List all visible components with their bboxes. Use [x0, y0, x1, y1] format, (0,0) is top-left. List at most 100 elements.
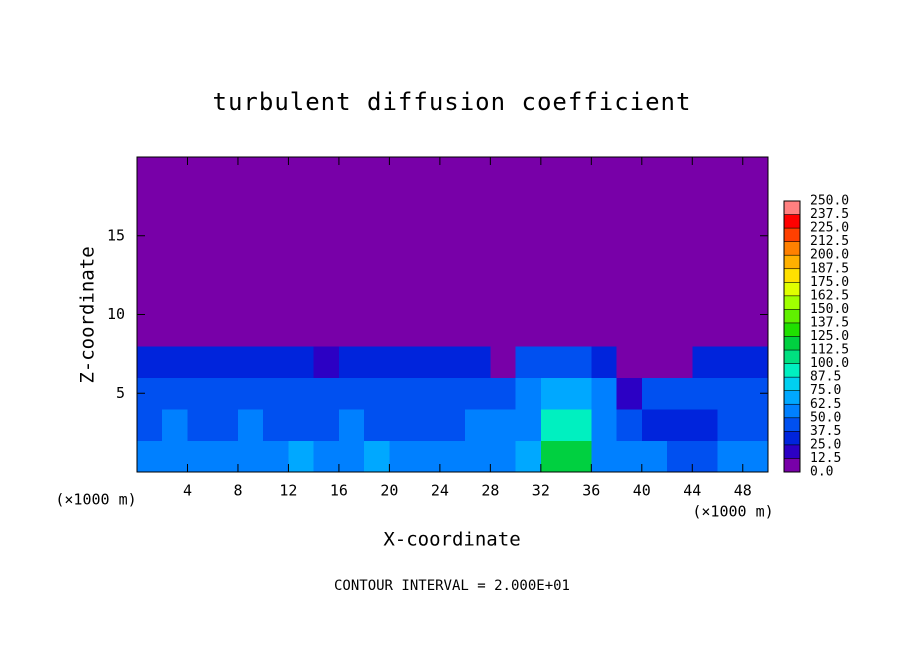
- field-cell: [414, 409, 441, 441]
- field-cell: [540, 283, 567, 315]
- field-cell: [389, 283, 416, 315]
- field-cell: [313, 377, 340, 410]
- field-cell: [288, 440, 315, 473]
- field-cell: [490, 157, 517, 189]
- field-cell: [591, 251, 618, 284]
- field-cell: [465, 440, 491, 473]
- field-cell: [717, 409, 744, 441]
- field-cell: [490, 314, 517, 347]
- x-tick-label: 24: [431, 482, 449, 500]
- colorbar-swatch: [784, 390, 800, 405]
- field-cell: [616, 188, 643, 221]
- field-cell: [717, 220, 744, 252]
- field-cell: [212, 283, 239, 315]
- field-cell: [162, 251, 188, 284]
- field-cell: [717, 188, 744, 221]
- field-cell: [212, 314, 239, 347]
- field-cell: [439, 440, 466, 473]
- field-cell: [515, 346, 542, 378]
- colorbar-label: 62.5: [810, 397, 841, 412]
- field-cell: [212, 188, 239, 221]
- field-cell: [414, 377, 441, 410]
- field-cell: [540, 409, 567, 441]
- field-cell: [616, 409, 643, 441]
- field-cell: [237, 283, 264, 315]
- field-cell: [414, 346, 441, 378]
- colorbar-swatch: [784, 282, 800, 296]
- field-cell: [692, 283, 719, 315]
- field-cell: [515, 440, 542, 473]
- colorbar-swatch: [784, 214, 800, 229]
- field-cell: [742, 188, 769, 221]
- field-cell: [137, 251, 163, 284]
- colorbar-swatch: [784, 268, 800, 283]
- field-cell: [237, 157, 264, 189]
- field-cell: [288, 314, 315, 347]
- field-cell: [313, 409, 340, 441]
- field-cell: [187, 251, 214, 284]
- field-cell: [515, 409, 542, 441]
- field-cell: [389, 314, 416, 347]
- y-tick-label: 10: [107, 305, 125, 323]
- field-cell: [439, 157, 466, 189]
- colorbar-label: 212.5: [810, 234, 849, 249]
- colorbar-swatch: [784, 458, 800, 472]
- field-cell: [212, 377, 239, 410]
- colorbar-label: 237.5: [810, 207, 849, 222]
- field-cell: [591, 314, 618, 347]
- field-cell: [641, 251, 668, 284]
- field-cell: [641, 283, 668, 315]
- field-cell: [389, 157, 416, 189]
- field-cell: [465, 188, 491, 221]
- y-axis-label: Z-coordinate: [77, 246, 99, 383]
- field-cell: [237, 188, 264, 221]
- field-cell: [414, 314, 441, 347]
- colorbar-swatch: [784, 322, 800, 337]
- colorbar-swatch: [784, 404, 800, 418]
- field-cell: [439, 314, 466, 347]
- field-cell: [137, 283, 163, 315]
- colorbar-label: 112.5: [810, 343, 849, 358]
- field-cell: [566, 409, 592, 441]
- field-cell: [263, 251, 289, 284]
- field-cell: [389, 220, 416, 252]
- field-cell: [566, 188, 592, 221]
- field-cell: [591, 283, 618, 315]
- field-cell: [540, 188, 567, 221]
- field-cell: [692, 346, 719, 378]
- field-cell: [263, 188, 289, 221]
- field-cell: [187, 220, 214, 252]
- field-cell: [465, 409, 491, 441]
- field-cell: [389, 251, 416, 284]
- field-cell: [515, 314, 542, 347]
- field-cell: [692, 157, 719, 189]
- y-tick-label: 15: [107, 226, 125, 244]
- field-cell: [540, 220, 567, 252]
- field-cell: [439, 346, 466, 378]
- field-cell: [187, 440, 214, 473]
- field-cell: [465, 346, 491, 378]
- colorbar-label: 162.5: [810, 288, 849, 303]
- field-cell: [338, 314, 365, 347]
- field-cell: [414, 283, 441, 315]
- field-cell: [667, 220, 693, 252]
- field-cell: [389, 377, 416, 410]
- field-cell: [364, 377, 390, 410]
- field-cell: [641, 440, 668, 473]
- field-cell: [641, 314, 668, 347]
- field-cell: [540, 314, 567, 347]
- colorbar-swatch: [784, 255, 800, 269]
- y-unit-label: (×1000 m): [55, 491, 136, 509]
- x-tick-label: 28: [481, 482, 499, 500]
- colorbar-label: 37.5: [810, 424, 841, 439]
- field-cell: [288, 157, 315, 189]
- colorbar-swatch: [784, 444, 800, 459]
- field-cell: [616, 377, 643, 410]
- field-cell: [616, 157, 643, 189]
- field-cell: [742, 251, 769, 284]
- x-unit-label: (×1000 m): [692, 503, 773, 521]
- field-cell: [338, 283, 365, 315]
- field-cell: [641, 377, 668, 410]
- field-cell: [414, 251, 441, 284]
